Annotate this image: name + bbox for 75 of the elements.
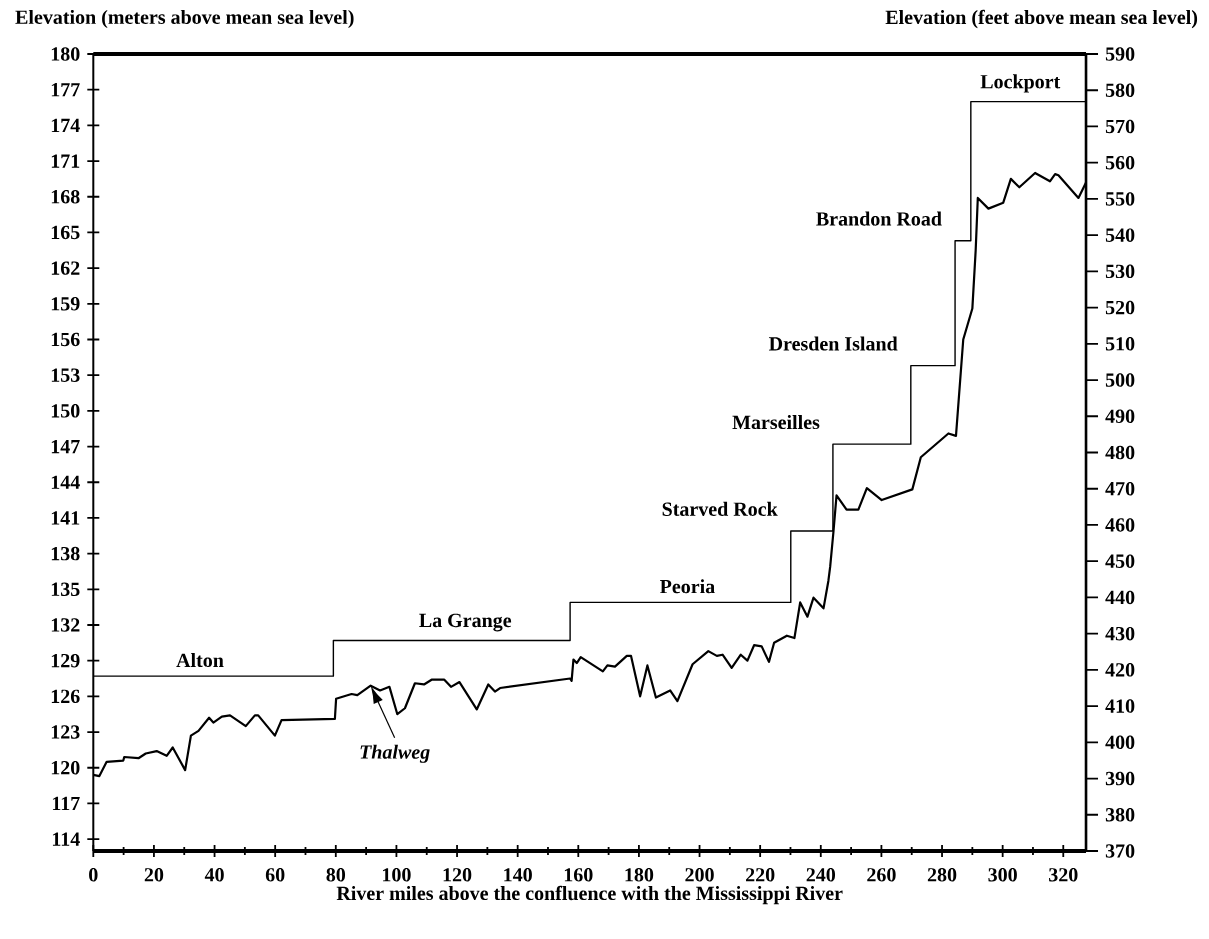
x-tick-label: 0 (89, 868, 98, 882)
y-tick-label: 162 (51, 261, 80, 275)
y2-axis-title: Elevation (feet above mean sea level) (885, 9, 1198, 29)
annotation: Thalweg (360, 744, 430, 763)
x-tick-label: 260 (867, 868, 896, 882)
y-tick-label: 147 (51, 439, 80, 454)
x-tick-label: 40 (204, 868, 224, 882)
y-tick-label: 177 (51, 83, 80, 97)
y-tick-label: 150 (51, 404, 80, 418)
y2-tick-label: 370 (1105, 844, 1135, 858)
x-tick-label: 280 (927, 868, 957, 882)
annotation: La Grange (419, 613, 512, 632)
annotation: Starved Rock (662, 501, 778, 516)
annotation: Brandon Road (816, 211, 942, 226)
y2-tick-label: 410 (1105, 699, 1135, 713)
x-tick-label: 100 (383, 868, 411, 882)
annotation: Lockport (980, 74, 1061, 93)
y-tick-label: 123 (51, 725, 80, 739)
x-tick-label: 120 (443, 868, 472, 882)
annotation: Alton (176, 652, 224, 668)
y2-tick-label: 530 (1105, 264, 1135, 279)
y2-tick-label: 460 (1105, 518, 1135, 532)
y2-tick-label: 510 (1105, 337, 1135, 351)
y-tick-label: 129 (51, 653, 80, 668)
y2-tick-label: 560 (1105, 155, 1135, 170)
y-tick-label: 132 (51, 618, 80, 632)
y2-tick-label: 450 (1105, 554, 1135, 568)
y-tick-label: 144 (51, 475, 80, 489)
x-tick-label: 20 (144, 868, 164, 882)
y2-tick-label: 590 (1105, 47, 1135, 61)
x-tick-label: 220 (746, 868, 775, 882)
y-tick-label: 141 (51, 511, 80, 525)
y-tick-label: 120 (51, 760, 80, 775)
x-tick-label: 140 (504, 868, 532, 882)
y-tick-label: 114 (52, 832, 80, 846)
y-tick-label: 126 (51, 689, 80, 704)
x-tick-label: 240 (806, 868, 836, 882)
y-tick-label: 117 (52, 796, 80, 811)
y2-tick-label: 580 (1105, 83, 1135, 97)
y2-tick-label: 430 (1105, 626, 1135, 641)
y-tick-label: 165 (51, 225, 80, 240)
y-axis-title: Elevation (meters above mean sea level) (15, 9, 354, 29)
y2-tick-label: 540 (1105, 228, 1135, 242)
y-tick-label: 135 (51, 582, 80, 597)
x-tick-label: 180 (625, 868, 654, 882)
y-tick-label: 171 (51, 154, 80, 168)
y-tick-label: 156 (51, 332, 80, 347)
y2-tick-label: 520 (1105, 300, 1135, 315)
y-tick-label: 138 (51, 546, 80, 561)
y2-tick-label: 570 (1105, 119, 1135, 134)
x-tick-label: 80 (326, 868, 346, 882)
y-tick-label: 153 (51, 368, 80, 382)
y2-tick-label: 500 (1105, 373, 1135, 387)
x-tick-label: 160 (564, 868, 593, 882)
y2-tick-label: 550 (1105, 192, 1135, 206)
x-tick-label: 60 (265, 868, 285, 882)
y-tick-label: 159 (51, 297, 80, 311)
annotation: Marseilles (732, 415, 820, 430)
y-tick-label: 174 (51, 118, 80, 132)
y2-tick-label: 400 (1105, 735, 1135, 750)
y2-tick-label: 390 (1105, 771, 1135, 786)
x-tick-label: 300 (988, 868, 1017, 882)
y-tick-label: 180 (51, 47, 80, 61)
annotation: Peoria (660, 579, 715, 594)
y-tick-label: 168 (51, 190, 80, 204)
y2-tick-label: 420 (1105, 663, 1135, 677)
annotation: Dresden Island (768, 336, 898, 351)
y2-tick-label: 440 (1105, 590, 1135, 605)
y2-tick-label: 490 (1105, 409, 1135, 424)
y2-tick-label: 470 (1105, 481, 1135, 496)
y2-tick-label: 480 (1105, 445, 1135, 460)
x-tick-label: 200 (685, 868, 714, 882)
x-axis-title: River miles above the confluence with the Mississippi River (336, 885, 843, 905)
y2-tick-label: 380 (1105, 808, 1135, 822)
x-tick-label: 320 (1049, 868, 1078, 882)
